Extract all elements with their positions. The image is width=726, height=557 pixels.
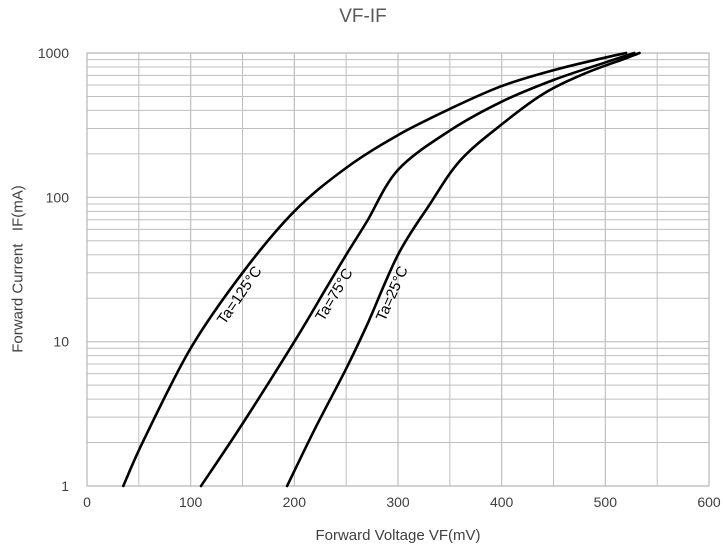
tick-labels: 0 100 200 300 400 500 600 1 10 100 1000 [38, 45, 721, 510]
x-tick-label: 100 [179, 494, 203, 510]
plot-frame [86, 52, 710, 487]
x-tick-label: 0 [83, 494, 91, 510]
y-tick-label: 100 [46, 189, 70, 205]
series-line [199, 51, 636, 488]
chart-title: VF-IF [339, 6, 387, 27]
series-lines: Ta=125°C Ta=75°C Ta=25°C [121, 51, 641, 488]
y-tick-label: 1000 [38, 45, 69, 61]
y-tick-label: 1 [61, 478, 69, 494]
x-tick-label: 400 [490, 494, 514, 510]
x-axis-label: Forward Voltage VF(mV) [315, 527, 481, 544]
y-tick-label: 10 [53, 334, 69, 350]
series-line [121, 51, 628, 488]
x-tick-label: 600 [697, 494, 721, 510]
y-axis-label: Forward Current IF(mA) [9, 185, 27, 353]
series-line [285, 51, 641, 488]
x-tick-label: 300 [386, 494, 410, 510]
x-tick-label: 200 [283, 494, 307, 510]
x-tick-label: 500 [594, 494, 618, 510]
